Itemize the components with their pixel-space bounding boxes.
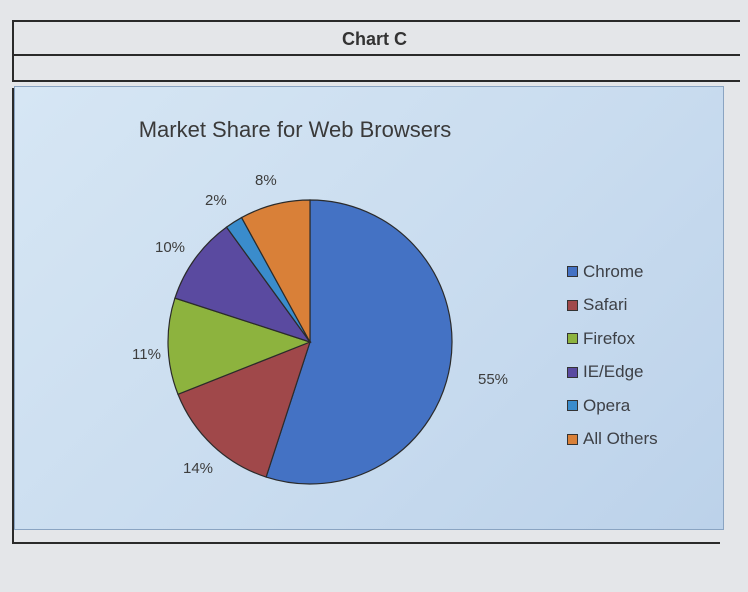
pie-slice-chrome[interactable] — [265, 199, 453, 485]
pie-slice-safari[interactable] — [177, 340, 311, 478]
pie-slice-ie-edge[interactable] — [174, 226, 312, 344]
legend-swatch — [567, 433, 578, 445]
pie-data-label: 10% — [155, 239, 185, 256]
chart-header-cell[interactable]: Chart C — [341, 29, 407, 49]
grid-line — [12, 54, 740, 56]
legend-label: All Others — [583, 429, 658, 449]
legend-item: IE/Edge — [567, 356, 658, 390]
legend-swatch — [567, 266, 578, 278]
legend-swatch — [567, 366, 578, 378]
legend-swatch — [567, 400, 578, 412]
legend-label: Firefox — [583, 328, 635, 348]
pie-data-label: 8% — [255, 172, 277, 189]
pie-slice-all-others[interactable] — [240, 199, 311, 343]
legend-label: Chrome — [583, 261, 644, 281]
legend-item: Opera — [567, 389, 658, 423]
pie-data-label: 11% — [132, 346, 161, 363]
pie-chart[interactable]: 55% 14% 11% 10% 2% 8% — [15, 87, 723, 529]
pie-data-label: 14% — [183, 460, 213, 477]
legend-item: Chrome — [567, 255, 658, 289]
legend-item: Firefox — [567, 322, 658, 356]
pie-data-label: 55% — [478, 371, 508, 388]
grid-line — [12, 80, 740, 82]
legend-item: Safari — [567, 289, 658, 323]
legend-label: Opera — [583, 395, 631, 415]
grid-line — [12, 20, 14, 82]
grid-line — [12, 542, 720, 544]
chart-legend: Chrome Safari Firefox IE/Edge Opera All Other… — [567, 255, 658, 456]
chart-area[interactable]: Market Share for Web Browsers 55% 14% 11% 1… — [14, 86, 724, 530]
legend-label: Safari — [583, 295, 628, 315]
chart-title: Market Share for Web Browsers — [138, 117, 452, 142]
pie-slice-firefox[interactable] — [167, 297, 312, 396]
legend-swatch — [567, 299, 578, 311]
grid-line — [12, 88, 14, 543]
legend-item: All Others — [567, 423, 658, 457]
pie-data-label: 2% — [205, 192, 227, 209]
grid-line — [12, 20, 740, 22]
legend-label: IE/Edge — [583, 362, 644, 382]
legend-swatch — [567, 333, 578, 345]
